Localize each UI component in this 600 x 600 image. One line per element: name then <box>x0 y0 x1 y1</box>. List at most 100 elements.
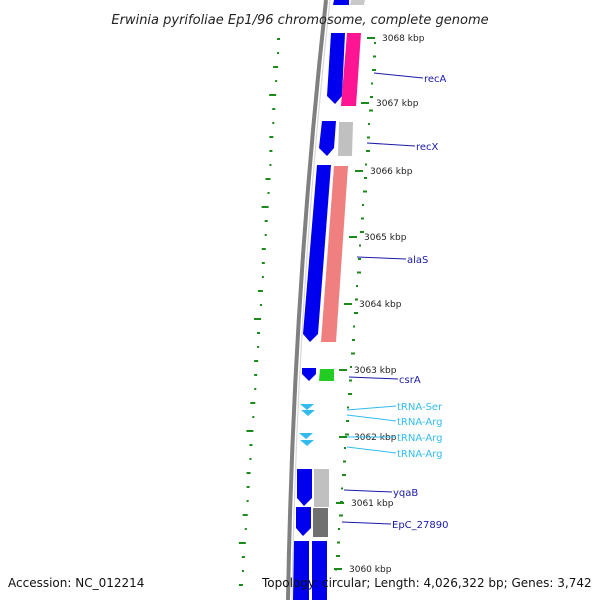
gc-dash <box>374 42 376 44</box>
tick-label: 3060 kbp <box>349 565 392 575</box>
gc-dash <box>369 109 373 112</box>
gc-dash <box>265 178 271 180</box>
gc-dash <box>341 487 343 490</box>
gc-dash <box>254 318 261 320</box>
gene-label-csra[interactable]: csrA <box>399 375 421 386</box>
gc-dash <box>272 108 276 110</box>
gc-dash <box>363 190 367 193</box>
gc-dash <box>254 360 259 362</box>
cds-forward-recX[interactable] <box>319 121 336 156</box>
cds-forward-yqaB[interactable] <box>297 469 312 506</box>
cog-alaS[interactable] <box>321 166 348 342</box>
topology-label: Topology: circular; Length: 4,026,322 bp… <box>261 576 592 590</box>
gc-dash <box>275 80 278 82</box>
gc-dash <box>359 244 361 247</box>
gene-label-trna-arg[interactable]: tRNA-Arg <box>397 449 442 460</box>
gc-dash <box>339 514 343 517</box>
gc-dash <box>360 231 364 233</box>
cds-forward-recA[interactable] <box>327 33 345 104</box>
cog-EpC_27890[interactable] <box>313 508 328 537</box>
gc-dash <box>342 474 346 476</box>
gene-leader-line <box>366 142 416 147</box>
gene-leader-line <box>343 489 393 493</box>
trna-arg-marker-1[interactable] <box>301 410 315 416</box>
gc-dash <box>241 556 245 558</box>
cog-recX[interactable] <box>338 122 353 156</box>
gene-leader-line <box>346 405 397 411</box>
gc-dash <box>371 82 373 85</box>
gc-dash <box>252 416 255 418</box>
gc-dash <box>264 234 267 236</box>
trna-ser-marker[interactable] <box>300 404 314 410</box>
tick-label: 3066 kbp <box>370 167 413 177</box>
gc-dash <box>353 325 355 328</box>
gc-dash <box>343 460 346 463</box>
gc-dash <box>273 66 279 68</box>
gc-dash <box>272 122 275 124</box>
gc-dash <box>261 206 269 208</box>
gc-dash <box>348 393 352 395</box>
cog-csrA[interactable] <box>319 369 334 381</box>
gene-leader-line <box>356 256 407 260</box>
gene-label-recx[interactable]: recX <box>416 142 439 153</box>
gc-dash <box>277 38 280 40</box>
trna-arg-marker-3[interactable] <box>300 440 314 446</box>
gc-dash <box>257 290 263 292</box>
gc-dash <box>267 192 270 194</box>
gc-dash <box>250 402 256 404</box>
tick-label: 3063 kbp <box>354 366 397 376</box>
tick-label: 3064 kbp <box>359 300 402 310</box>
gc-dash <box>244 528 247 530</box>
cog-yqaB[interactable] <box>314 469 329 507</box>
gene-label-trna-ser[interactable]: tRNA-Ser <box>397 402 443 413</box>
gc-dash <box>365 163 367 166</box>
gc-dash <box>358 258 361 260</box>
gc-dash <box>249 458 252 460</box>
cog-recA[interactable] <box>341 33 361 106</box>
tick-label: 3065 kbp <box>364 233 407 243</box>
tick-label: 3061 kbp <box>351 499 394 509</box>
gc-dash <box>259 304 262 306</box>
gene-label-trna-arg[interactable]: tRNA-Arg <box>397 433 442 444</box>
gc-dash <box>356 285 358 287</box>
gene-label-alas[interactable]: alaS <box>407 255 428 266</box>
backbone-arc <box>286 0 328 600</box>
gene-label-trna-arg[interactable]: tRNA-Arg <box>397 417 442 428</box>
gc-dash <box>269 164 272 166</box>
gene-leader-line <box>373 72 424 79</box>
cds-forward-EpC_27890[interactable] <box>296 507 311 536</box>
gc-dash <box>345 433 349 436</box>
gc-dash <box>349 379 352 382</box>
cds-forward-bottom-1[interactable] <box>293 541 309 600</box>
gc-dash <box>368 123 370 125</box>
gc-dash <box>355 298 358 301</box>
gc-dash <box>350 366 352 368</box>
gc-dash <box>277 52 280 54</box>
gc-dash <box>246 472 251 474</box>
gc-dash <box>261 276 264 278</box>
gc-dash <box>364 177 367 179</box>
cog-top[interactable] <box>350 0 365 5</box>
gc-dash <box>238 542 246 544</box>
gc-dash <box>361 217 364 220</box>
cds-forward-top[interactable] <box>333 0 349 5</box>
cds-forward-csrA[interactable] <box>302 368 316 381</box>
gc-dash <box>344 447 346 449</box>
cds-forward-alaS[interactable] <box>303 165 331 342</box>
gene-label-epc_27890[interactable]: EpC_27890 <box>392 520 448 531</box>
gc-dash <box>352 339 355 341</box>
gene-label-reca[interactable]: recA <box>424 74 447 85</box>
gc-dash <box>257 346 260 348</box>
gc-dash <box>367 136 370 139</box>
gc-dash <box>246 430 254 432</box>
gc-dash <box>246 500 249 502</box>
gc-dash <box>373 55 376 58</box>
gc-content-track <box>238 38 376 586</box>
cds-forward-bottom-2[interactable] <box>312 541 327 600</box>
trna-arg-marker-2[interactable] <box>299 433 313 439</box>
gene-label-yqab[interactable]: yqaB <box>393 488 418 499</box>
gc-dash <box>257 332 261 334</box>
gc-dash <box>241 570 244 572</box>
